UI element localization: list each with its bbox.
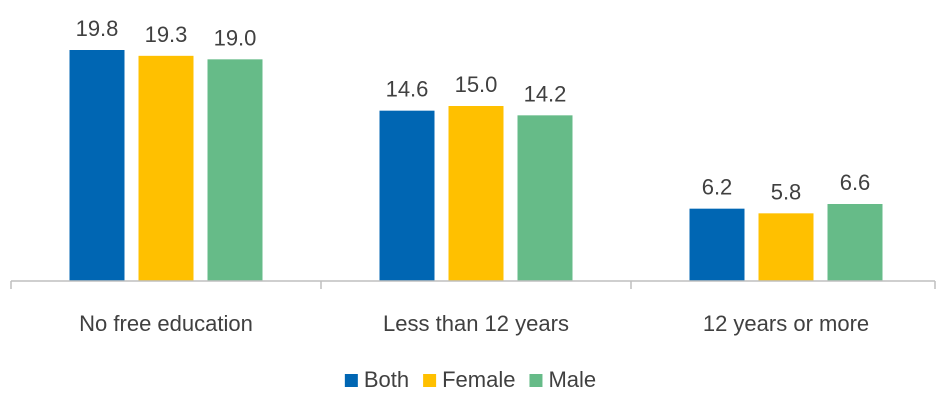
bar-both-12-years-or-more [689,208,745,281]
legend-item-both: Both [344,367,409,392]
legend-label-both: Both [364,367,409,392]
data-label-both-no-free-education: 19.8 [76,16,119,41]
legend-label-male: Male [548,367,596,392]
data-label-both-less-than-12-years: 14.6 [386,77,429,102]
bar-male-less-than-12-years [517,115,573,281]
legend-swatch-male [529,374,543,387]
legend: Both Female Male [344,367,596,392]
bar-female-less-than-12-years [448,106,504,281]
legend-item-female: Female [423,367,515,392]
legend-label-female: Female [442,367,515,392]
data-label-female-12-years-or-more: 5.8 [771,179,802,204]
category-labels-group: No free education Less than 12 years 12 ye… [79,311,869,336]
bar-both-no-free-education [69,50,125,281]
data-label-female-less-than-12-years: 15.0 [455,72,498,97]
legend-item-male: Male [529,367,596,392]
bar-male-no-free-education [207,59,263,282]
bar-female-no-free-education [138,55,194,282]
x-axis-ticks [10,281,936,289]
data-label-male-less-than-12-years: 14.2 [524,81,567,106]
category-label-12-years-or-more: 12 years or more [703,311,869,336]
bar-male-12-years-or-more [827,204,883,281]
category-label-less-than-12-years: Less than 12 years [383,311,569,336]
data-label-both-12-years-or-more: 6.2 [702,175,733,200]
value-labels-group: 19.8 19.3 19.0 14.6 15.0 14.2 6.2 5.8 6.6 [76,16,871,204]
data-label-female-no-free-education: 19.3 [145,22,188,47]
legend-swatch-both [344,374,358,387]
bar-both-less-than-12-years [379,110,435,282]
bars-group [69,50,883,282]
data-label-male-12-years-or-more: 6.6 [840,170,871,195]
legend-swatch-female [423,374,437,387]
bar-female-12-years-or-more [758,213,814,281]
data-label-male-no-free-education: 19.0 [214,25,257,50]
category-label-no-free-education: No free education [79,311,253,336]
